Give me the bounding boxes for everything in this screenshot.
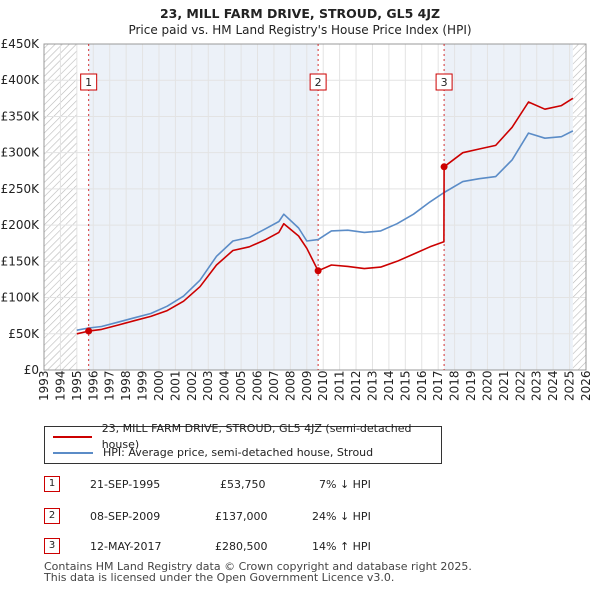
sale-price: £137,000	[215, 510, 268, 523]
legend-label-hpi: HPI: Average price, semi-detached house,…	[103, 446, 374, 459]
x-tick-label: 2014	[382, 370, 396, 401]
ownership-span-1	[88, 44, 319, 370]
sale-marker-box	[435, 73, 453, 91]
x-tick-label: 2011	[333, 370, 347, 401]
x-tick-label: 2008	[283, 370, 297, 401]
legend-line-property	[53, 436, 92, 438]
x-tick-label: 2025	[563, 370, 577, 401]
sale-marker-number: 1	[85, 76, 92, 89]
y-tick-label: £0	[24, 363, 39, 377]
x-tick-label: 2021	[497, 370, 511, 401]
sale-hpi-diff: 7% ↓ HPI	[319, 478, 371, 491]
table-row: 2 08-SEP-2009 £137,000 24% ↓ HPI	[44, 508, 584, 526]
x-tick-label: 2004	[218, 370, 232, 401]
legend-line-hpi	[53, 452, 93, 454]
x-tick-label: 2007	[267, 370, 281, 401]
sale-marker-number: 2	[315, 76, 322, 89]
x-tick-label: 1999	[136, 370, 150, 401]
sale-marker-box	[309, 73, 327, 91]
sale-date: 12-MAY-2017	[90, 540, 162, 553]
x-tick-label: 1994	[53, 370, 67, 401]
x-tick-label: 2020	[480, 370, 494, 401]
x-tick-label: 1996	[86, 370, 100, 401]
x-tick-label: 2024	[546, 370, 560, 401]
plot-frame	[43, 43, 587, 371]
sale-marker-label: 1	[44, 476, 60, 492]
x-tick-label: 1995	[70, 370, 84, 401]
x-tick-label: 2010	[316, 370, 330, 401]
x-tick-label: 2000	[152, 370, 166, 401]
y-tick-label: £50K	[8, 327, 40, 341]
x-tick-label: 2003	[201, 370, 215, 401]
table-row: 1 21-SEP-1995 £53,750 7% ↓ HPI	[44, 476, 584, 494]
x-tick-label: 2016	[415, 370, 429, 401]
legend-item-hpi: HPI: Average price, semi-detached house,…	[53, 445, 373, 461]
x-tick-label: 2015	[398, 370, 412, 401]
sale-point	[440, 163, 448, 171]
footer-line-1: Contains HM Land Registry data © Crown c…	[44, 560, 472, 573]
sale-date: 21-SEP-1995	[90, 478, 161, 491]
sale-marker-label: 2	[44, 508, 60, 524]
y-tick-label: £400K	[1, 73, 41, 87]
hpi-line	[76, 130, 574, 331]
chart-subtitle: Price paid vs. HM Land Registry's House …	[128, 23, 472, 37]
table-row: 3 12-MAY-2017 £280,500 14% ↑ HPI	[44, 538, 584, 556]
sale-marker-box	[80, 73, 98, 91]
x-tick-label: 2023	[530, 370, 544, 401]
price-chart: £0 £50K £100K £150K £200K £250K £300K £350K £400…	[1, 37, 593, 401]
x-tick-label: 2022	[513, 370, 527, 401]
x-tick-label: 2005	[234, 370, 248, 401]
sale-marker-number: 3	[441, 76, 448, 89]
no-data-region-end	[572, 44, 586, 370]
sale-price: £53,750	[220, 478, 266, 491]
sale-marker-label: 3	[44, 538, 60, 554]
x-tick-label: 2012	[349, 370, 363, 401]
sale-hpi-diff: 14% ↑ HPI	[312, 540, 371, 553]
sale-point	[85, 327, 93, 335]
y-tick-label: £350K	[1, 109, 41, 123]
footer-attribution: Contains HM Land Registry data © Crown c…	[44, 561, 472, 583]
chart-title: 23, MILL FARM DRIVE, STROUD, GL5 4JZ	[159, 6, 441, 21]
sale-date: 08-SEP-2009	[90, 510, 161, 523]
y-tick-label: £200K	[1, 218, 41, 232]
x-tick-label: 2019	[464, 370, 478, 401]
x-tick-label: 2002	[185, 370, 199, 401]
x-tick-label: 2001	[168, 370, 182, 401]
y-tick-label: £450K	[1, 37, 41, 51]
y-tick-label: £250K	[1, 182, 41, 196]
legend-label-property: 23, MILL FARM DRIVE, STROUD, GL5 4JZ (se…	[101, 422, 412, 451]
x-tick-label: 2017	[431, 370, 445, 401]
ownership-span-3	[444, 44, 573, 370]
x-tick-label: 2026	[579, 370, 593, 401]
legend-item-property: 23, MILL FARM DRIVE, STROUD, GL5 4JZ (se…	[53, 422, 441, 451]
sale-price: £280,500	[215, 540, 268, 553]
x-tick-label: 2018	[448, 370, 462, 401]
footer-line-2: This data is licensed under the Open Gov…	[44, 571, 395, 584]
x-tick-label: 1993	[37, 370, 51, 401]
x-tick-label: 2013	[365, 370, 379, 401]
x-tick-label: 1998	[119, 370, 133, 401]
sale-hpi-diff: 24% ↓ HPI	[312, 510, 371, 523]
x-tick-label: 1997	[103, 370, 117, 401]
sale-point	[314, 267, 322, 275]
y-tick-label: £300K	[1, 146, 41, 160]
y-tick-label: £150K	[1, 254, 41, 268]
x-tick-label: 2006	[251, 370, 265, 401]
chart-legend: 23, MILL FARM DRIVE, STROUD, GL5 4JZ (se…	[44, 422, 442, 464]
y-tick-label: £100K	[1, 291, 41, 305]
x-tick-label: 2009	[300, 370, 314, 401]
